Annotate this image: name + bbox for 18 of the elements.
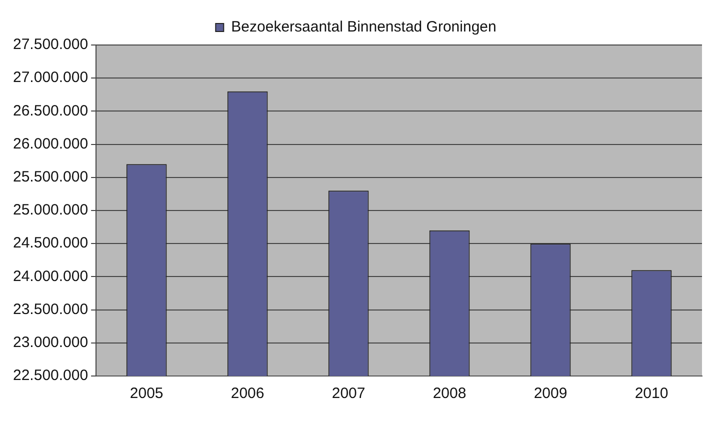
y-tick-label: 27.000.000 [12, 69, 88, 86]
y-tick-label: 23.500.000 [12, 300, 88, 318]
y-tick-label: 26.500.000 [12, 102, 88, 120]
x-tick-label: 2010 [634, 385, 668, 402]
x-tick-label: 2006 [230, 385, 264, 402]
x-tick-label: 2007 [332, 385, 366, 402]
y-tick-label: 25.500.000 [12, 168, 88, 186]
x-tick-label: 2008 [432, 385, 466, 402]
y-tick-label: 24.500.000 [12, 234, 88, 252]
y-tick-label: 26.000.000 [12, 135, 88, 152]
y-tick-label: 24.000.000 [12, 268, 88, 285]
y-tick-label: 25.000.000 [12, 202, 88, 219]
x-tick-label: 2009 [534, 385, 568, 402]
legend-label: Bezoekersaantal Binnenstad Groningen [231, 18, 496, 36]
y-tick-label: 22.500.000 [12, 367, 88, 384]
y-tick-label: 23.000.000 [12, 334, 88, 352]
x-tick-label: 2005 [130, 385, 164, 402]
y-tick-label: 27.500.000 [12, 36, 88, 54]
